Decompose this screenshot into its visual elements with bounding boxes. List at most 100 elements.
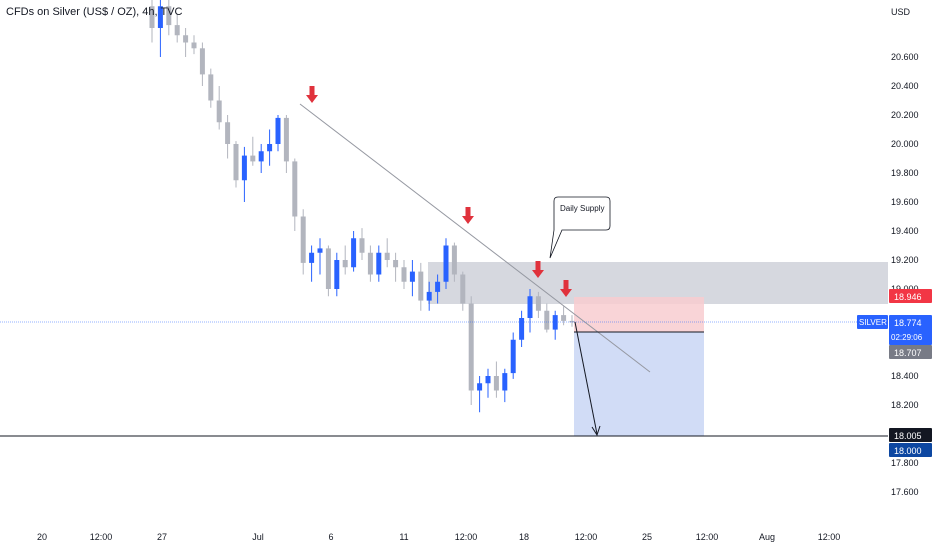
candle-body xyxy=(418,271,424,301)
callout-text: Daily Supply xyxy=(560,204,604,213)
candle-body xyxy=(267,144,273,152)
candle-body xyxy=(300,216,306,263)
hline-price-badge: 18.005 xyxy=(889,428,932,442)
last-price-badge: 18.774 xyxy=(889,315,932,345)
candle-body xyxy=(334,260,340,289)
candle-body xyxy=(435,281,441,292)
stop-price-badge: 18.946 xyxy=(889,289,932,303)
candle-body xyxy=(157,6,163,28)
svg-text:18.000: 18.000 xyxy=(894,446,922,456)
candle-body xyxy=(351,238,357,268)
svg-text:18.707: 18.707 xyxy=(894,348,922,358)
y-tick-label: 19.400 xyxy=(891,226,919,236)
candle-body xyxy=(317,248,323,253)
resistance-arrow-icon xyxy=(532,261,544,278)
y-tick-label: 17.800 xyxy=(891,458,919,468)
candle-body xyxy=(384,252,390,260)
candle-body xyxy=(258,151,264,162)
x-tick-label: 12:00 xyxy=(818,532,841,542)
x-tick-label: Aug xyxy=(759,532,775,542)
daily-supply-callout: Daily Supply xyxy=(549,196,611,259)
x-tick-label: 6 xyxy=(328,532,333,542)
y-tick-label: 20.200 xyxy=(891,110,919,120)
candle-body xyxy=(569,320,575,323)
red-arrows xyxy=(306,86,572,297)
candle-body xyxy=(216,100,222,123)
y-tick-label: 19.800 xyxy=(891,168,919,178)
candle-body xyxy=(468,303,474,391)
y-tick-label: 17.600 xyxy=(891,487,919,497)
callout-bubble xyxy=(549,196,611,259)
candle-body xyxy=(225,122,231,144)
candle-body xyxy=(199,48,205,75)
svg-text:18.946: 18.946 xyxy=(894,292,922,302)
take-profit-zone xyxy=(574,332,704,436)
candle-body xyxy=(409,271,415,282)
x-tick-label: 12:00 xyxy=(575,532,598,542)
candle-body xyxy=(502,373,508,391)
candle-body xyxy=(493,376,499,391)
candle-body xyxy=(477,383,483,391)
projection-line xyxy=(574,321,598,435)
currency-label: USD xyxy=(891,7,911,17)
x-tick-label: 20 xyxy=(37,532,47,542)
x-tick-label: 11 xyxy=(399,532,408,542)
candle-body xyxy=(241,155,247,181)
projection-arrowhead xyxy=(591,425,601,437)
candle-body xyxy=(325,248,331,289)
candle-body xyxy=(485,376,491,384)
candle-body xyxy=(359,238,365,253)
resistance-arrow-icon xyxy=(560,280,572,297)
x-tick-label: 18 xyxy=(519,532,529,542)
candle-body xyxy=(426,291,432,301)
resistance-arrow-icon xyxy=(462,207,474,224)
x-tick-label: 27 xyxy=(157,532,167,542)
candle-body xyxy=(208,74,214,101)
candle-body xyxy=(283,117,289,162)
x-tick-label: Jul xyxy=(252,532,264,542)
candle-body xyxy=(309,252,315,263)
candle-body xyxy=(535,296,541,311)
y-tick-label: 20.400 xyxy=(891,81,919,91)
candle-body xyxy=(342,260,348,268)
candle-body xyxy=(561,315,567,321)
y-tick-label: 19.200 xyxy=(891,255,919,265)
candle-body xyxy=(527,296,533,318)
svg-text:18.005: 18.005 xyxy=(894,431,922,441)
zones xyxy=(428,262,888,436)
y-tick-label: 18.200 xyxy=(891,400,919,410)
svg-text:18.774: 18.774 xyxy=(894,318,922,328)
resistance-arrow-icon xyxy=(306,86,318,103)
trend-line xyxy=(299,103,651,373)
candle-body xyxy=(367,252,373,275)
countdown-label: 02:29:06 xyxy=(891,333,923,342)
time-axis[interactable]: 20 12:00 27 Jul 6 11 12:00 18 12:00 25 12:00 Aug 12:… xyxy=(37,532,840,542)
price-axis-bg[interactable] xyxy=(888,0,932,550)
x-tick-label: 25 xyxy=(642,532,652,542)
candle-body xyxy=(519,318,525,340)
candle-body xyxy=(376,252,382,275)
candle-body xyxy=(166,6,172,26)
candle-body xyxy=(552,315,558,330)
target-price-badge: 18.000 xyxy=(889,443,932,457)
candle-body xyxy=(401,267,407,282)
candle-body xyxy=(393,260,399,268)
candle-body xyxy=(250,155,256,162)
candle-body xyxy=(149,6,155,28)
candle-body xyxy=(183,35,189,43)
y-tick-label: 19.600 xyxy=(891,197,919,207)
candle-body xyxy=(460,274,466,304)
price-badges: 18.946 SILVER 18.774 02:29:06 18.707 18.005 18… xyxy=(857,289,932,457)
x-tick-label: 12:00 xyxy=(90,532,113,542)
candle-body xyxy=(544,310,550,330)
entry-price-badge: 18.707 xyxy=(889,345,932,359)
x-tick-label: 12:00 xyxy=(455,532,478,542)
candle-body xyxy=(174,25,180,36)
candle-body xyxy=(451,245,457,275)
symbol-title: CFDs on Silver (US$ / OZ), 4h, TVC xyxy=(6,6,183,18)
candle-body xyxy=(233,144,239,181)
candle-body xyxy=(275,117,281,144)
candles xyxy=(149,0,575,413)
candle-body xyxy=(292,161,298,217)
